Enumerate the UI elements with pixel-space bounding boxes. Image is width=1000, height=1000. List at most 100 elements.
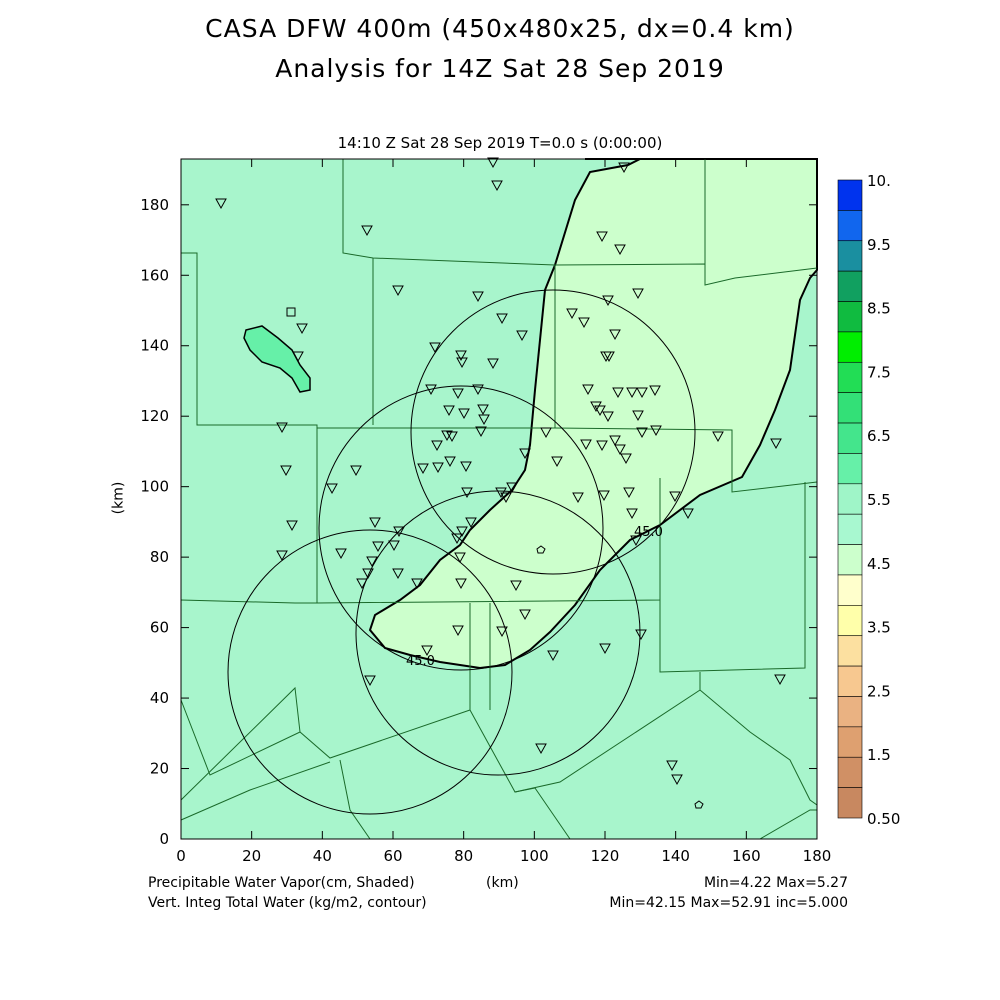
station-marker [623,487,635,499]
x-tick-label: 40 [313,847,332,865]
station-marker [276,550,288,562]
colorbar: 10. 9.5 8.5 7.5 6.5 5.5 4.5 3.5 2.5 1.5 0.50 [837,172,900,828]
station-marker [519,448,531,460]
station-marker [429,342,441,354]
station-marker [350,465,362,477]
station-marker [669,491,681,503]
station-marker [286,520,298,532]
colorbar-label: 2.5 [867,682,891,700]
colorbar-label: 10. [867,172,891,190]
colorbar-swatch [837,210,863,242]
station-marker [500,492,512,504]
station-marker [296,323,308,335]
colorbar-swatch [837,301,863,333]
colorbar-swatch [837,665,863,697]
station-marker [506,482,518,494]
x-tick-label: 120 [591,847,620,865]
station-marker [460,461,472,473]
y-tick-label: 180 [140,196,169,214]
station-marker [599,643,611,655]
station-marker [472,384,484,396]
station-marker [682,508,694,520]
radar-site-marker-se [694,800,704,809]
station-marker [456,526,468,538]
station-marker [614,244,626,256]
station-marker [452,388,464,400]
station-marker [566,308,578,320]
station-marker [596,440,608,452]
station-marker [276,422,288,434]
colorbar-label: 4.5 [867,555,891,573]
x-tick-label: 20 [242,847,261,865]
x-tick-label: 180 [803,847,832,865]
station-marker [602,411,614,423]
colorbar-swatch [837,513,863,545]
colorbar-swatch [837,392,863,424]
colorbar-swatch [837,787,863,819]
station-marker [620,453,632,465]
station-marker [774,674,786,686]
station-marker [364,675,376,687]
station-marker [452,625,464,637]
figure-subtitle: Analysis for 14Z Sat 28 Sep 2019 [275,54,725,83]
station-marker [455,350,467,362]
station-marker [516,330,528,342]
station-marker [456,357,468,369]
station-marker [649,385,661,397]
station-marker [366,556,378,568]
x-tick-label: 80 [454,847,473,865]
contour-label: 45.0 [406,654,435,669]
colorbar-swatch [837,179,863,211]
colorbar-swatch [837,331,863,363]
colorbar-swatch [837,574,863,606]
station-marker [292,351,304,363]
y-tick-label: 160 [140,266,169,284]
colorbar-label: 5.5 [867,491,891,509]
colorbar-swatch [837,605,863,637]
contour-label: 45.0 [634,525,663,540]
station-marker [455,578,467,590]
station-marker [580,439,592,451]
valid-time-label: 14:10 Z Sat 28 Sep 2019 T=0.0 s (0:00:00… [337,134,663,152]
shading-legend: Precipitable Water Vapor(cm, Shaded) [148,875,415,891]
colorbar-label: 7.5 [867,363,891,381]
station-marker [602,295,614,307]
station-marker [626,508,638,520]
station-marker [632,288,644,300]
colorbar-label: 8.5 [867,300,891,318]
station-marker [461,487,473,499]
station-marker [635,629,647,641]
station-marker [369,517,381,529]
station-marker [636,387,648,399]
station-marker [650,425,662,437]
station-markers [215,157,786,786]
colorbar-label: 0.50 [867,810,900,828]
station-marker [444,456,456,468]
station-marker [547,650,559,662]
station-marker [431,440,443,452]
station-marker [612,387,624,399]
station-marker [666,760,678,772]
x-tick-label: 160 [732,847,761,865]
shading-min-max: Min=4.22 Max=5.27 [703,875,848,891]
station-marker [421,645,433,657]
station-marker [392,568,404,580]
colorbar-swatch [837,270,863,302]
station-marker [372,541,384,553]
colorbar-swatch [837,756,863,788]
station-marker [465,517,477,529]
radar-range-rings [227,289,696,815]
station-marker [361,225,373,237]
contour-legend: Vert. Integ Total Water (kg/m2, contour) [148,895,427,911]
y-tick-label: 40 [150,689,169,707]
colorbar-swatch [837,544,863,576]
x-tick-label: 60 [383,847,402,865]
station-marker [392,285,404,297]
colorbar-swatch [837,483,863,515]
station-marker [594,405,606,417]
contour-min-max: Min=42.15 Max=52.91 inc=5.000 [609,895,848,911]
station-marker [614,444,626,456]
station-marker [609,329,621,341]
x-axis: 0 20 40 60 80 100 120 140 160 180 [176,159,831,865]
